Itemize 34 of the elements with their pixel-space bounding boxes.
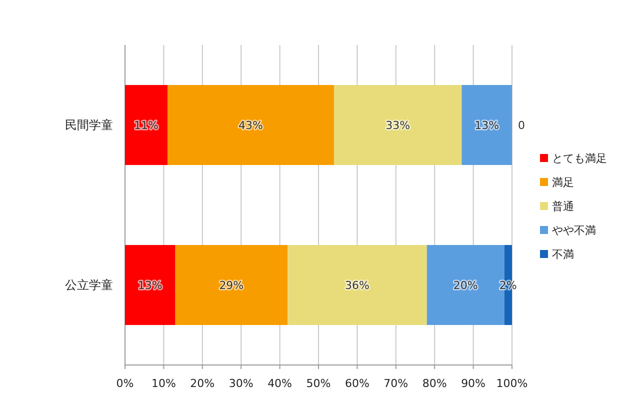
legend-label: とても満足 (552, 152, 607, 165)
x-tick-label: 20% (190, 376, 215, 390)
bar (462, 85, 512, 165)
legend-label: やや不満 (552, 224, 596, 237)
data-label: 20% (453, 278, 478, 292)
x-tick-label: 60% (344, 376, 370, 390)
x-tick-label: 0% (116, 376, 134, 390)
bar (334, 85, 462, 165)
data-label: 36% (344, 278, 370, 292)
x-tick-label: 100% (496, 376, 528, 390)
x-tick-label: 10% (151, 376, 176, 390)
y-tick-label: 民間学童 (65, 118, 113, 132)
legend-label: 不満 (552, 248, 574, 261)
y-tick-label: 公立学童 (65, 278, 113, 292)
data-label: 33% (386, 118, 410, 132)
legend-label: 満足 (552, 176, 574, 189)
x-tick-label: 90% (461, 376, 486, 390)
bar (168, 85, 334, 165)
bar (288, 245, 427, 325)
data-label: 13% (474, 118, 500, 132)
x-tick-label: 40% (268, 376, 292, 390)
legend-label: 普通 (552, 200, 574, 213)
bar (125, 85, 168, 165)
x-tick-label: 30% (228, 376, 254, 390)
data-label: 0 (518, 118, 525, 132)
x-tick-label: 80% (422, 376, 447, 390)
bar (175, 245, 288, 325)
data-label: 13% (138, 278, 162, 292)
data-label: 29% (219, 278, 244, 292)
data-label: 11% (134, 118, 159, 132)
x-tick-label: 70% (384, 376, 408, 390)
data-label: 43% (238, 118, 263, 132)
bar (125, 245, 176, 325)
x-tick-label: 50% (306, 376, 331, 390)
